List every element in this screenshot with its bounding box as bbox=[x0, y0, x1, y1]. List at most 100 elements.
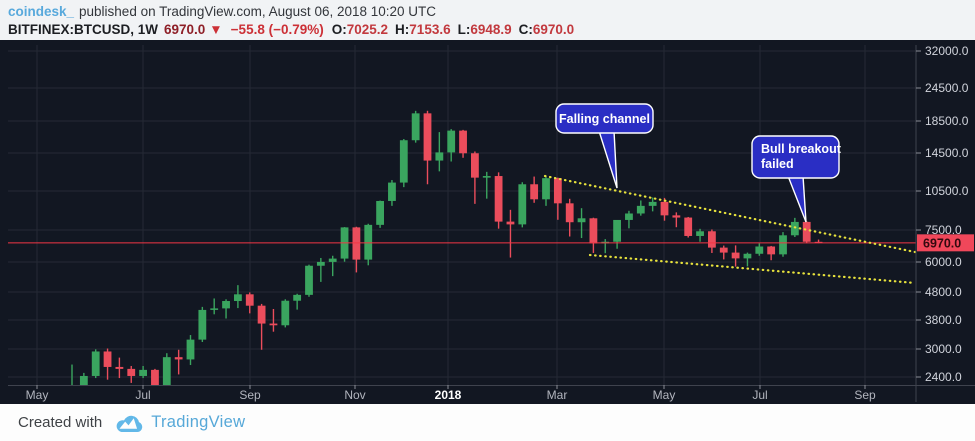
candle bbox=[376, 200, 384, 228]
candle bbox=[127, 365, 136, 383]
candle bbox=[316, 257, 325, 282]
candle-body bbox=[388, 182, 396, 201]
price-tick-label: 7500.0 bbox=[925, 223, 962, 237]
candle-body bbox=[708, 231, 716, 248]
candle bbox=[257, 303, 266, 350]
candle bbox=[423, 110, 432, 185]
open-label: O: bbox=[331, 22, 347, 37]
candle bbox=[613, 219, 621, 249]
candle-body bbox=[506, 221, 515, 225]
candle-body bbox=[636, 205, 645, 214]
candle-body bbox=[210, 308, 219, 310]
candle-body bbox=[269, 323, 278, 326]
candle bbox=[210, 298, 219, 315]
candle bbox=[162, 353, 171, 385]
candle-body bbox=[198, 309, 207, 340]
candle-body bbox=[245, 294, 254, 306]
candle bbox=[648, 197, 657, 212]
symbol-interval-label[interactable]: BITFINEX:BTCUSD, 1W bbox=[8, 22, 158, 37]
candle-body bbox=[459, 130, 467, 154]
candle-body bbox=[790, 221, 799, 236]
header: coindesk_ published on TradingView.com, A… bbox=[0, 0, 975, 40]
time-tick-label: Jul bbox=[135, 388, 150, 402]
candle bbox=[151, 368, 159, 385]
candle bbox=[731, 245, 740, 267]
candle bbox=[222, 299, 230, 319]
candle-body bbox=[127, 368, 136, 376]
price-tick-label: 24500.0 bbox=[925, 81, 969, 95]
candle-body bbox=[364, 224, 373, 260]
publish-line: coindesk_ published on TradingView.com, A… bbox=[8, 3, 975, 21]
tradingview-logo-icon[interactable] bbox=[114, 413, 143, 433]
candle-body bbox=[103, 351, 112, 367]
time-tick-label: May bbox=[653, 388, 676, 402]
candle bbox=[328, 255, 337, 277]
candle bbox=[719, 245, 728, 260]
price-axis[interactable]: 32000.0 24500.0 18500.0 14500.0 10500.0 7500.… bbox=[916, 44, 969, 384]
channel-bottom-trendline[interactable] bbox=[588, 253, 916, 285]
candle bbox=[447, 129, 456, 162]
candle-body bbox=[257, 305, 266, 324]
candle bbox=[103, 348, 112, 380]
candle bbox=[779, 232, 787, 257]
callout-text: Falling channel bbox=[559, 112, 650, 126]
candle bbox=[696, 228, 704, 242]
candle bbox=[577, 208, 586, 239]
candle-body bbox=[625, 213, 633, 220]
candle-body bbox=[139, 369, 147, 376]
price-tick-label: 6000.0 bbox=[925, 255, 962, 269]
candle bbox=[340, 227, 349, 262]
close-label: C: bbox=[518, 22, 533, 37]
candle bbox=[71, 364, 73, 385]
chart-panel[interactable]: 32000.0 24500.0 18500.0 14500.0 10500.0 7500.… bbox=[0, 40, 975, 404]
last-price-label-bg bbox=[917, 234, 974, 252]
candle-body bbox=[79, 375, 88, 385]
time-axis[interactable]: May Jul Sep Nov 2018 Mar May Jul Sep bbox=[26, 385, 876, 402]
candle bbox=[281, 299, 290, 328]
candle bbox=[364, 223, 373, 266]
candle bbox=[684, 216, 693, 238]
footer: Created with TradingView bbox=[0, 404, 975, 441]
candle bbox=[388, 180, 396, 206]
candle-body bbox=[494, 176, 503, 222]
candle bbox=[269, 309, 278, 332]
change-down-icon: ▼ bbox=[209, 22, 223, 37]
candle-body bbox=[613, 219, 621, 242]
candle-body bbox=[115, 366, 124, 369]
candle bbox=[625, 210, 633, 229]
candle-body bbox=[660, 201, 669, 216]
channel-top-trendline[interactable] bbox=[543, 174, 916, 254]
candle-body bbox=[411, 113, 420, 141]
candle bbox=[542, 176, 550, 206]
candle-body bbox=[435, 152, 444, 161]
candle-body bbox=[281, 300, 290, 326]
candle-body bbox=[731, 252, 740, 259]
candle-body bbox=[399, 140, 408, 183]
candle bbox=[743, 252, 752, 267]
tradingview-brand-link[interactable]: TradingView bbox=[151, 413, 246, 431]
candle bbox=[755, 243, 764, 256]
candle-body bbox=[755, 246, 764, 254]
candle bbox=[234, 285, 242, 309]
candle-body bbox=[316, 261, 325, 266]
candle-body bbox=[542, 178, 550, 200]
candle bbox=[293, 293, 302, 310]
candle-body bbox=[530, 184, 539, 200]
price-tick-label: 18500.0 bbox=[925, 114, 969, 128]
candle-body bbox=[589, 218, 598, 244]
open-value: 7025.2 bbox=[346, 22, 389, 37]
author-link[interactable]: coindesk_ bbox=[8, 4, 75, 19]
symbol-line: BITFINEX:BTCUSD, 1W 6970.0 ▼ −55.8 (−0.79%)… bbox=[8, 21, 975, 39]
price-tick-label: 2400.0 bbox=[925, 370, 962, 384]
callout-text: failed bbox=[761, 157, 794, 171]
candle-body bbox=[743, 253, 752, 259]
candle bbox=[186, 335, 195, 366]
candle-body bbox=[328, 258, 337, 262]
candlestick-chart[interactable]: 32000.0 24500.0 18500.0 14500.0 10500.0 7500.… bbox=[0, 40, 975, 404]
candle bbox=[459, 129, 467, 158]
candle-body bbox=[293, 294, 302, 301]
candle-body bbox=[471, 153, 479, 178]
time-tick-label: 2018 bbox=[435, 388, 462, 402]
candle-body bbox=[222, 301, 230, 309]
callout-box bbox=[751, 135, 840, 179]
